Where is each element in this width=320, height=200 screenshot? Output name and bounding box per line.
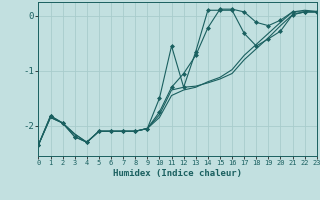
X-axis label: Humidex (Indice chaleur): Humidex (Indice chaleur): [113, 169, 242, 178]
